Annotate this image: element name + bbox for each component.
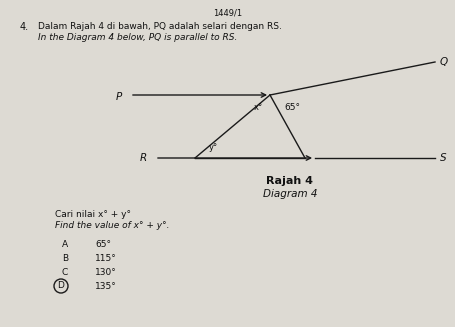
Text: Rajah 4: Rajah 4 [266, 176, 313, 186]
Text: 4.: 4. [20, 22, 29, 32]
Text: B: B [62, 254, 68, 263]
Text: D: D [57, 282, 64, 290]
Text: 130°: 130° [95, 268, 116, 277]
Text: x°: x° [253, 102, 262, 112]
Text: 1449/1: 1449/1 [213, 8, 242, 17]
Text: 65°: 65° [283, 104, 299, 112]
Text: Cari nilai x° + y°: Cari nilai x° + y° [55, 210, 131, 219]
Text: 65°: 65° [95, 240, 111, 249]
Text: 115°: 115° [95, 254, 116, 263]
Text: R: R [139, 153, 147, 163]
Text: Dalam Rajah 4 di bawah, PQ adalah selari dengan RS.: Dalam Rajah 4 di bawah, PQ adalah selari… [38, 22, 281, 31]
Text: In the Diagram 4 below, PQ is parallel to RS.: In the Diagram 4 below, PQ is parallel t… [38, 33, 237, 42]
Text: Diagram 4: Diagram 4 [262, 189, 317, 199]
Text: A: A [62, 240, 68, 249]
Text: Q: Q [439, 57, 447, 67]
Text: P: P [116, 92, 122, 102]
Text: S: S [439, 153, 445, 163]
Text: 135°: 135° [95, 282, 116, 291]
Text: y°: y° [208, 144, 217, 152]
Text: Find the value of x° + y°.: Find the value of x° + y°. [55, 221, 169, 230]
Text: C: C [62, 268, 68, 277]
